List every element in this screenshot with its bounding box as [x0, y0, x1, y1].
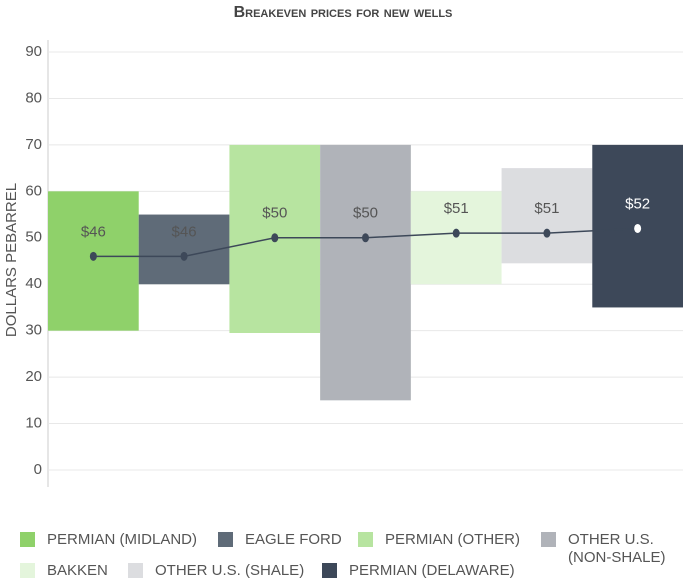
value-label: $51	[534, 200, 559, 217]
range-bar	[320, 144, 411, 401]
value-label: $52	[625, 195, 650, 212]
y-tick-label: 90	[25, 43, 42, 60]
legend-item: OTHER U.S. (NON-SHALE)	[541, 531, 681, 567]
legend-label: OTHER U.S. (SHALE)	[155, 562, 305, 579]
range-bar	[501, 168, 593, 264]
breakeven-point	[271, 233, 279, 243]
legend-item: EAGLE FORD	[218, 531, 358, 549]
y-tick-label: 70	[25, 136, 42, 153]
legend-item: PERMIAN (OTHER)	[358, 531, 528, 549]
breakeven-point	[362, 233, 369, 243]
legend-label: OTHER U.S. (NON-SHALE)	[568, 531, 666, 566]
legend-label: PERMIAN (OTHER)	[385, 531, 520, 548]
legend-swatch	[20, 532, 35, 547]
legend-item: PERMIAN (DELAWARE)	[322, 562, 522, 580]
y-tick-label: 50	[25, 229, 42, 246]
y-tick-label: 10	[25, 415, 42, 432]
value-label: $46	[81, 223, 106, 240]
y-tick-label: 20	[25, 368, 42, 385]
breakeven-point	[543, 228, 551, 238]
legend-item: PERMIAN (MIDLAND)	[20, 531, 210, 549]
value-label: $46	[172, 223, 197, 240]
y-tick-label: 80	[25, 89, 42, 106]
legend-label: EAGLE FORD	[245, 531, 342, 548]
value-label: $51	[444, 200, 469, 217]
legend-swatch	[218, 532, 233, 547]
value-label: $50	[262, 205, 287, 222]
chart: Breakeven prices for new wells DOLLARS P…	[3, 4, 683, 487]
breakeven-point	[634, 223, 642, 233]
breakeven-point	[452, 228, 460, 238]
y-tick-label: 0	[34, 461, 42, 478]
value-label: $50	[353, 205, 378, 222]
chart-title: Breakeven prices for new wells	[234, 4, 453, 21]
legend-swatch	[541, 532, 556, 547]
breakeven-point	[89, 251, 97, 261]
range-bar	[138, 214, 230, 285]
legend-swatch	[322, 563, 337, 578]
breakeven-point	[180, 251, 188, 261]
legend-label: PERMIAN (DELAWARE)	[349, 562, 515, 579]
legend-item: OTHER U.S. (SHALE)	[128, 562, 308, 580]
legend-swatch	[20, 563, 35, 578]
range-bar	[48, 191, 139, 331]
legend-swatch	[358, 532, 373, 547]
y-axis-label: DOLLARS PEBARREL	[3, 183, 20, 337]
range-bar	[410, 191, 502, 285]
y-tick-label: 30	[25, 322, 42, 339]
legend-item: BAKKEN	[20, 562, 120, 580]
legend-label: PERMIAN (MIDLAND)	[47, 531, 198, 548]
y-tick-label: 40	[25, 275, 42, 292]
legend-label: BAKKEN	[47, 562, 108, 579]
y-tick-label: 60	[25, 182, 42, 199]
legend-swatch	[128, 563, 143, 578]
